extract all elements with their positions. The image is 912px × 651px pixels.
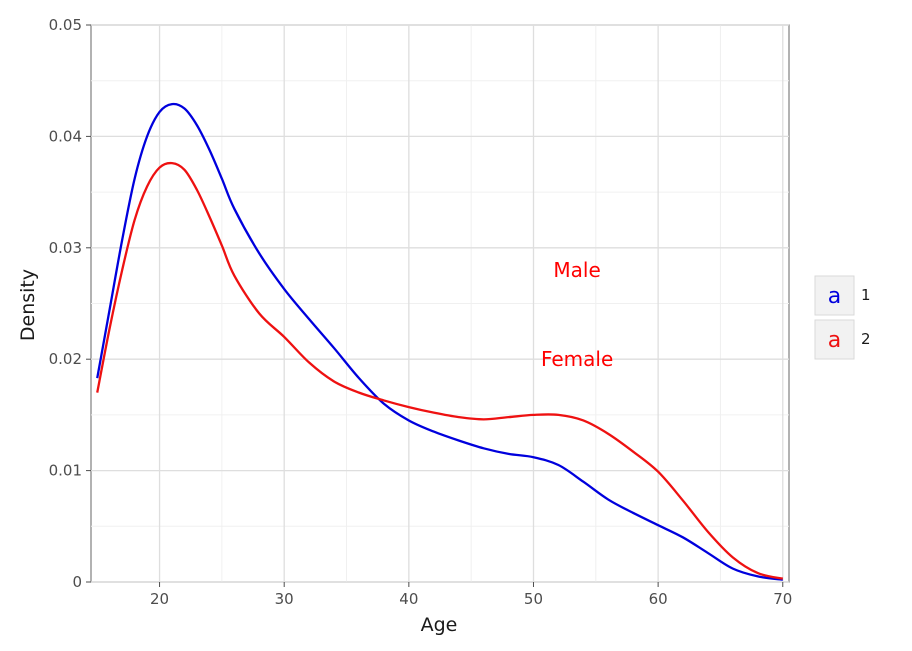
y-tick-label: 0.03 (49, 239, 82, 257)
annotation-male: Male (553, 258, 600, 282)
legend-key-glyph-2: a (828, 328, 841, 353)
annotation-female: Female (541, 347, 613, 371)
y-tick-label: 0.01 (49, 462, 82, 480)
legend-label-1: 1 (861, 286, 871, 304)
x-tick-label: 30 (275, 590, 294, 608)
x-tick-label: 40 (399, 590, 418, 608)
grid-major (91, 24, 789, 583)
series-line-2 (96, 161, 784, 580)
y-tick-label: 0.02 (49, 350, 82, 368)
x-tick-label: 70 (773, 590, 792, 608)
y-tick-label: 0.04 (49, 127, 82, 145)
x-tick-label: 50 (524, 590, 543, 608)
legend-key-bg-1 (814, 275, 855, 316)
grid-minor (91, 25, 789, 582)
y-tick-label: 0.05 (49, 16, 82, 34)
x-tick-label: 60 (649, 590, 668, 608)
legend: a 1 a 2 (814, 275, 871, 360)
x-tick-label: 20 (150, 590, 169, 608)
annotation-layer: Male Female (541, 258, 613, 371)
x-axis-title: Age (421, 614, 458, 636)
legend-key-glyph-1: a (828, 284, 841, 309)
series-layer (96, 102, 784, 581)
series-line-1 (96, 102, 783, 581)
axes-layer: 20 30 40 50 60 70 0 0.01 0.02 0.03 0.04 0.05 (49, 16, 793, 608)
legend-label-2: 2 (861, 330, 871, 348)
y-tick-label: 0 (72, 573, 82, 591)
legend-key-bg-2 (814, 319, 855, 360)
y-axis-title: Density (17, 269, 39, 341)
